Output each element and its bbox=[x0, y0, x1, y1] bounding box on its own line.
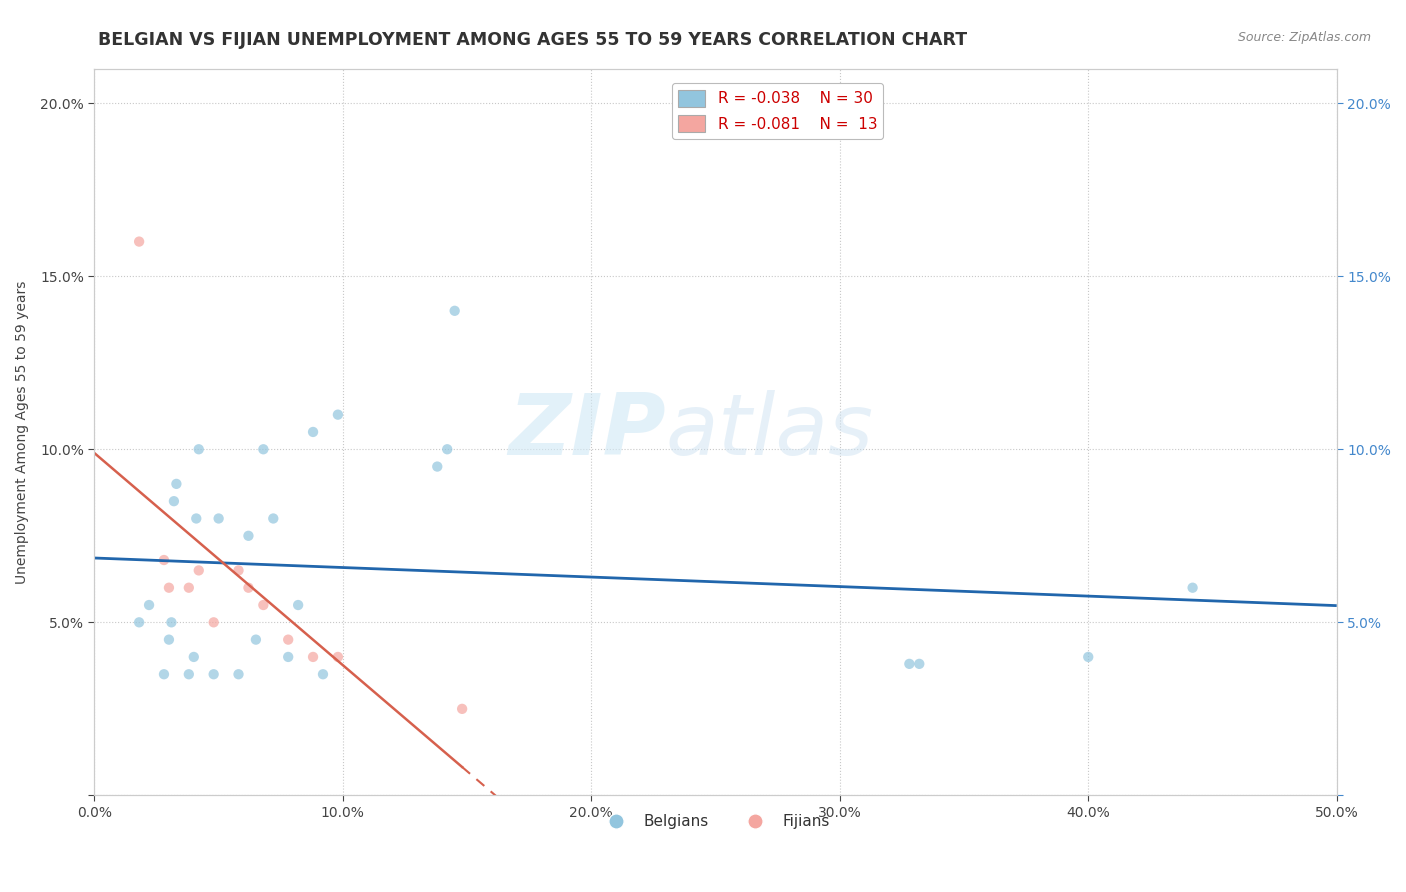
Point bbox=[183, 649, 205, 664]
Point bbox=[326, 649, 349, 664]
Point bbox=[228, 563, 250, 577]
Point bbox=[202, 615, 225, 630]
Point bbox=[1181, 581, 1204, 595]
Point bbox=[908, 657, 931, 671]
Point bbox=[163, 494, 186, 508]
Point bbox=[1077, 649, 1099, 664]
Point bbox=[153, 553, 176, 567]
Point bbox=[165, 476, 187, 491]
Point bbox=[443, 303, 465, 318]
Text: ZIP: ZIP bbox=[508, 391, 666, 474]
Legend: Belgians, Fijians: Belgians, Fijians bbox=[595, 808, 837, 835]
Point bbox=[187, 442, 209, 457]
Point bbox=[187, 563, 209, 577]
Point bbox=[302, 425, 325, 439]
Point bbox=[312, 667, 335, 681]
Point bbox=[157, 632, 180, 647]
Point bbox=[153, 667, 176, 681]
Point bbox=[186, 511, 208, 525]
Point bbox=[128, 235, 150, 249]
Text: atlas: atlas bbox=[666, 391, 875, 474]
Point bbox=[202, 667, 225, 681]
Point bbox=[245, 632, 267, 647]
Point bbox=[436, 442, 458, 457]
Point bbox=[326, 408, 349, 422]
Point bbox=[238, 529, 260, 543]
Point bbox=[287, 598, 309, 612]
Point bbox=[277, 649, 299, 664]
Point bbox=[160, 615, 183, 630]
Point bbox=[252, 598, 274, 612]
Y-axis label: Unemployment Among Ages 55 to 59 years: Unemployment Among Ages 55 to 59 years bbox=[15, 280, 30, 583]
Point bbox=[128, 615, 150, 630]
Point bbox=[277, 632, 299, 647]
Point bbox=[177, 581, 200, 595]
Point bbox=[262, 511, 284, 525]
Point bbox=[208, 511, 231, 525]
Text: BELGIAN VS FIJIAN UNEMPLOYMENT AMONG AGES 55 TO 59 YEARS CORRELATION CHART: BELGIAN VS FIJIAN UNEMPLOYMENT AMONG AGE… bbox=[98, 31, 967, 49]
Point bbox=[898, 657, 921, 671]
Text: Source: ZipAtlas.com: Source: ZipAtlas.com bbox=[1237, 31, 1371, 45]
Point bbox=[138, 598, 160, 612]
Point bbox=[177, 667, 200, 681]
Point bbox=[451, 702, 474, 716]
Point bbox=[228, 667, 250, 681]
Point bbox=[426, 459, 449, 474]
Point bbox=[157, 581, 180, 595]
Point bbox=[238, 581, 260, 595]
Point bbox=[302, 649, 325, 664]
Point bbox=[252, 442, 274, 457]
